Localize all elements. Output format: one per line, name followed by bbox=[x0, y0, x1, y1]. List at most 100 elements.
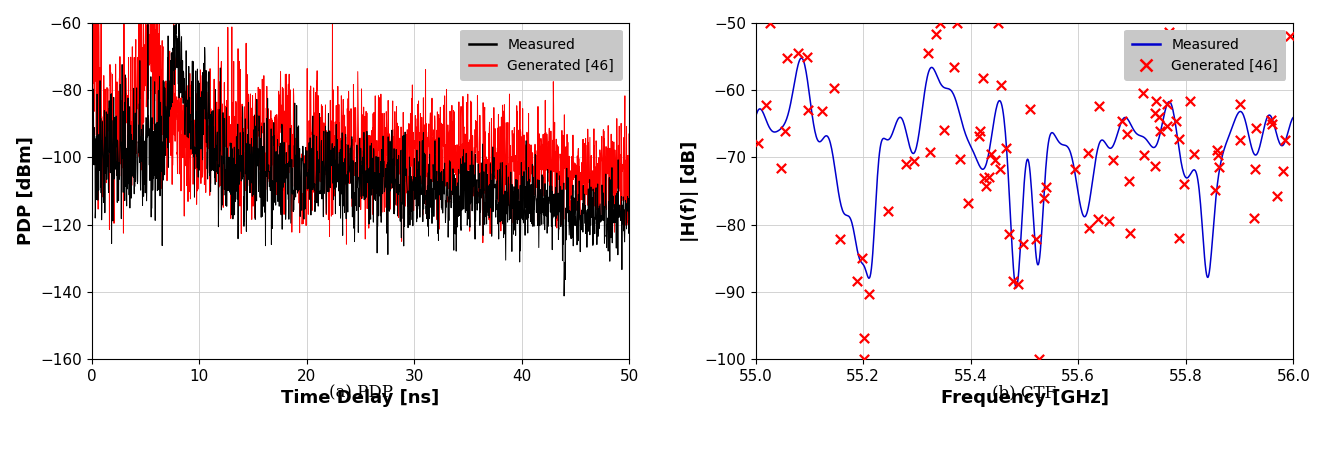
Point bbox=[1145, 163, 1166, 170]
Point bbox=[1180, 97, 1201, 104]
Point bbox=[1168, 234, 1189, 242]
Point bbox=[1262, 120, 1283, 127]
Point bbox=[1184, 151, 1205, 158]
Point bbox=[859, 290, 880, 298]
Point bbox=[1034, 195, 1055, 202]
Point bbox=[917, 49, 938, 56]
Point bbox=[1007, 280, 1028, 288]
Point bbox=[1156, 123, 1177, 130]
Point bbox=[1099, 217, 1120, 225]
Point bbox=[776, 55, 798, 62]
Point bbox=[1028, 355, 1050, 363]
Point bbox=[851, 254, 872, 262]
Point bbox=[756, 101, 778, 109]
Text: (a) PDP: (a) PDP bbox=[329, 384, 393, 402]
Point bbox=[990, 165, 1011, 173]
Point bbox=[1230, 136, 1251, 144]
Point bbox=[811, 107, 832, 115]
Point bbox=[1267, 192, 1289, 200]
Point bbox=[787, 50, 808, 57]
Point bbox=[943, 63, 965, 70]
Point bbox=[1145, 97, 1166, 105]
Point bbox=[1209, 163, 1230, 171]
Point bbox=[853, 335, 874, 342]
Legend: Measured, Generated [46]: Measured, Generated [46] bbox=[460, 30, 622, 81]
Point bbox=[1238, 45, 1259, 52]
Point bbox=[896, 160, 917, 167]
Point bbox=[1229, 100, 1250, 108]
Point bbox=[946, 19, 967, 26]
Point bbox=[1116, 130, 1137, 138]
Point bbox=[1245, 124, 1266, 131]
Point bbox=[759, 19, 780, 26]
Point bbox=[995, 144, 1016, 151]
Point bbox=[1119, 177, 1140, 185]
Point bbox=[1205, 186, 1226, 193]
Point bbox=[823, 84, 844, 92]
Point bbox=[1169, 136, 1190, 143]
Point bbox=[1144, 109, 1165, 117]
Point bbox=[1002, 277, 1023, 284]
Point bbox=[999, 230, 1020, 238]
Point bbox=[1064, 166, 1085, 173]
Point bbox=[1165, 117, 1186, 124]
Point bbox=[796, 54, 817, 61]
Point bbox=[1026, 235, 1047, 242]
Point bbox=[1279, 33, 1300, 40]
Point bbox=[969, 132, 990, 139]
Point bbox=[957, 199, 978, 207]
Point bbox=[829, 235, 851, 242]
Point bbox=[1245, 165, 1266, 172]
X-axis label: Frequency [GHz]: Frequency [GHz] bbox=[941, 390, 1108, 408]
Point bbox=[1274, 136, 1295, 143]
Point bbox=[1156, 100, 1177, 108]
Point bbox=[930, 19, 951, 26]
Point bbox=[974, 174, 995, 182]
Point bbox=[920, 148, 941, 156]
Point bbox=[1013, 240, 1034, 248]
Point bbox=[747, 139, 768, 147]
Point bbox=[990, 81, 1011, 89]
Point bbox=[877, 207, 898, 214]
Point bbox=[1206, 146, 1227, 154]
Point bbox=[973, 75, 994, 82]
Point bbox=[1243, 214, 1265, 221]
Point bbox=[1273, 167, 1294, 174]
Point bbox=[771, 165, 792, 172]
Text: (b) CTF: (b) CTF bbox=[993, 384, 1056, 402]
Point bbox=[1158, 28, 1180, 35]
Point bbox=[1208, 152, 1229, 159]
Point bbox=[1079, 225, 1100, 232]
Point bbox=[1132, 89, 1153, 97]
Point bbox=[1133, 151, 1154, 159]
Point bbox=[853, 355, 874, 363]
X-axis label: Time Delay [ns]: Time Delay [ns] bbox=[281, 390, 439, 408]
Point bbox=[1078, 149, 1099, 157]
Point bbox=[774, 128, 795, 135]
Point bbox=[1112, 118, 1133, 125]
Y-axis label: PDP [dBm]: PDP [dBm] bbox=[17, 136, 35, 245]
Point bbox=[1173, 180, 1194, 187]
Point bbox=[970, 127, 991, 135]
Point bbox=[1087, 215, 1108, 223]
Point bbox=[985, 156, 1006, 164]
Point bbox=[1103, 156, 1124, 164]
Point bbox=[904, 158, 925, 165]
Point bbox=[1035, 184, 1056, 191]
Point bbox=[933, 127, 954, 134]
Point bbox=[798, 106, 819, 114]
Point bbox=[1225, 62, 1246, 69]
Point bbox=[1149, 128, 1170, 135]
Point bbox=[1261, 116, 1282, 123]
Y-axis label: |H(f)| [dB]: |H(f)| [dB] bbox=[681, 140, 699, 242]
Point bbox=[1019, 106, 1040, 113]
Point bbox=[1188, 39, 1209, 47]
Point bbox=[950, 156, 971, 163]
Point bbox=[925, 30, 946, 38]
Point bbox=[981, 150, 1002, 158]
Point bbox=[1088, 102, 1109, 110]
Point bbox=[1149, 114, 1170, 121]
Point bbox=[1119, 229, 1140, 236]
Point bbox=[847, 278, 868, 285]
Legend: Measured, Generated [46]: Measured, Generated [46] bbox=[1124, 30, 1286, 81]
